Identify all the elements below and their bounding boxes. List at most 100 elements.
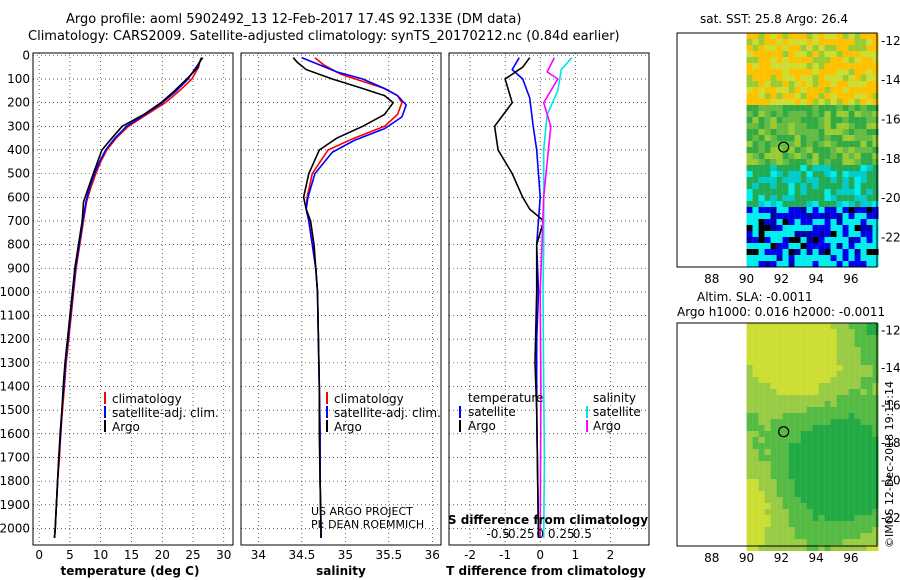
map-cell <box>788 45 795 51</box>
map-cell <box>758 533 765 539</box>
map-cell <box>824 521 831 527</box>
map-cell <box>794 111 801 117</box>
map-cell <box>770 455 777 461</box>
map-cell <box>746 237 753 243</box>
map-cell <box>818 323 825 329</box>
map-cell <box>782 329 789 335</box>
map-cell <box>752 129 759 135</box>
map-cell <box>842 87 849 93</box>
map-cell <box>866 45 873 51</box>
map-cell <box>866 249 873 255</box>
map-cell <box>842 497 849 503</box>
map-cell <box>836 461 843 467</box>
map-cell <box>854 219 861 225</box>
map-cell <box>818 347 825 353</box>
map-cell <box>830 377 837 383</box>
map-cell <box>746 255 753 261</box>
map-cell <box>800 329 807 335</box>
map-cell <box>872 449 879 455</box>
map-cell <box>770 177 777 183</box>
map-cell <box>818 401 825 407</box>
map-cell <box>794 341 801 347</box>
map-cell <box>830 63 837 69</box>
map-cell <box>776 57 783 63</box>
map-cell <box>818 365 825 371</box>
map-cell <box>806 33 813 39</box>
map-cell <box>848 207 855 213</box>
map-cell <box>758 485 765 491</box>
y-tick-label: 2000 <box>0 521 30 535</box>
map-cell <box>764 135 771 141</box>
map-cell <box>776 81 783 87</box>
map-cell <box>842 63 849 69</box>
map-cell <box>800 135 807 141</box>
map-cell <box>770 63 777 69</box>
map-cell <box>830 509 837 515</box>
map-cell <box>758 225 765 231</box>
map-cell <box>764 347 771 353</box>
map-cell <box>794 243 801 249</box>
map-cell <box>836 371 843 377</box>
map-cell <box>812 527 819 533</box>
map-cell <box>848 255 855 261</box>
map-cell <box>794 219 801 225</box>
map-cell <box>866 461 873 467</box>
map-cell <box>764 431 771 437</box>
map-cell <box>788 335 795 341</box>
map-cell <box>830 189 837 195</box>
map-cell <box>806 99 813 105</box>
map-cell <box>860 39 867 45</box>
map-cell <box>770 195 777 201</box>
map-cell <box>806 81 813 87</box>
map-cell <box>752 539 759 545</box>
map-cell <box>818 201 825 207</box>
map-cell <box>800 195 807 201</box>
map-cell <box>812 353 819 359</box>
difference-series <box>493 57 573 538</box>
salinity-xlabel: salinity <box>316 564 366 578</box>
map-cell <box>794 509 801 515</box>
map-cell <box>854 485 861 491</box>
salinity-tick-labels: 34 34.5 35 35.5 36 <box>251 548 440 562</box>
map-cell <box>770 171 777 177</box>
map-cell <box>830 491 837 497</box>
map-cell <box>758 449 765 455</box>
map-cell <box>854 159 861 165</box>
map-cell <box>824 437 831 443</box>
map-cell <box>764 485 771 491</box>
map-cell <box>860 231 867 237</box>
map-cell <box>788 347 795 353</box>
map-cell <box>866 135 873 141</box>
map-cell <box>860 461 867 467</box>
map-cell <box>824 129 831 135</box>
map-cell <box>854 461 861 467</box>
map-cell <box>818 51 825 57</box>
map-cell <box>836 123 843 129</box>
map-cell <box>746 81 753 87</box>
map-cell <box>758 201 765 207</box>
series-line-t-argo <box>493 57 545 538</box>
map-cell <box>824 497 831 503</box>
map-cell <box>758 389 765 395</box>
map-cell <box>776 219 783 225</box>
sla-map: 88 90 92 94 96-12-14-16-18-20-22 <box>676 322 900 565</box>
map-cell <box>848 219 855 225</box>
map-cell <box>800 111 807 117</box>
map-cell <box>812 461 819 467</box>
map-cell <box>776 117 783 123</box>
map-cell <box>746 467 753 473</box>
map-cell <box>776 401 783 407</box>
map-cell <box>824 51 831 57</box>
map-cell <box>782 39 789 45</box>
map-cell <box>746 249 753 255</box>
map-cell <box>782 377 789 383</box>
map-cell <box>752 467 759 473</box>
map-cell <box>818 189 825 195</box>
map-cell <box>836 69 843 75</box>
map-cell <box>776 63 783 69</box>
map-cell <box>746 419 753 425</box>
map-cell <box>782 63 789 69</box>
map-cell <box>758 431 765 437</box>
map-cell <box>836 533 843 539</box>
map-cell <box>764 183 771 189</box>
